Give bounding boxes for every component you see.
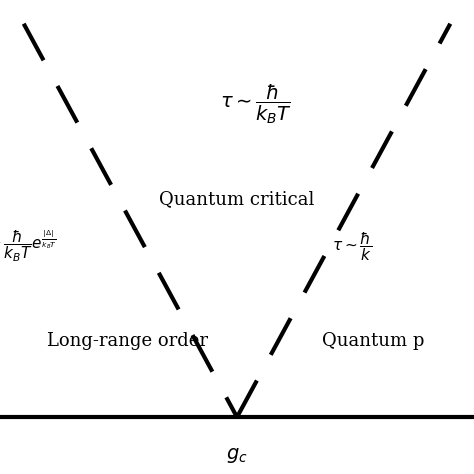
Text: $g_c$: $g_c$ [226,446,248,465]
Text: $\tau \sim \dfrac{\hbar}{k}$: $\tau \sim \dfrac{\hbar}{k}$ [332,230,372,263]
Text: Quantum p: Quantum p [322,332,425,350]
Text: $\tau \sim \dfrac{\hbar}{k_B T}$: $\tau \sim \dfrac{\hbar}{k_B T}$ [220,82,292,126]
Text: $\tau \sim \dfrac{\hbar}{k_B T} e^{\frac{|\Delta|}{k_B T}}$: $\tau \sim \dfrac{\hbar}{k_B T} e^{\frac… [0,228,57,264]
Text: Long-range order: Long-range order [47,332,209,350]
Text: Quantum critical: Quantum critical [159,190,315,208]
